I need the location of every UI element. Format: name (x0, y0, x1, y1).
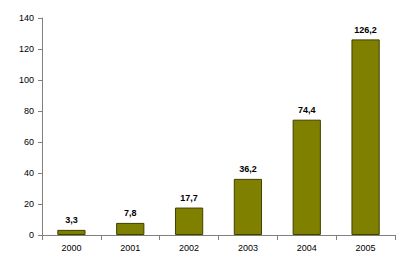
svg-text:2002: 2002 (179, 243, 199, 253)
svg-text:74,4: 74,4 (298, 105, 316, 115)
svg-text:7,8: 7,8 (124, 208, 137, 218)
svg-text:80: 80 (24, 106, 34, 116)
svg-text:20: 20 (24, 199, 34, 209)
svg-text:100: 100 (19, 75, 34, 85)
svg-text:3,3: 3,3 (65, 215, 78, 225)
svg-text:2001: 2001 (120, 243, 140, 253)
svg-text:60: 60 (24, 137, 34, 147)
svg-text:36,2: 36,2 (239, 164, 257, 174)
svg-text:0: 0 (29, 230, 34, 240)
svg-text:2000: 2000 (61, 243, 81, 253)
svg-text:140: 140 (19, 13, 34, 23)
svg-text:17,7: 17,7 (180, 193, 198, 203)
svg-text:120: 120 (19, 44, 34, 54)
svg-text:40: 40 (24, 168, 34, 178)
svg-text:2003: 2003 (238, 243, 258, 253)
svg-text:2004: 2004 (297, 243, 317, 253)
svg-text:126,2: 126,2 (354, 25, 377, 35)
svg-text:2005: 2005 (356, 243, 376, 253)
